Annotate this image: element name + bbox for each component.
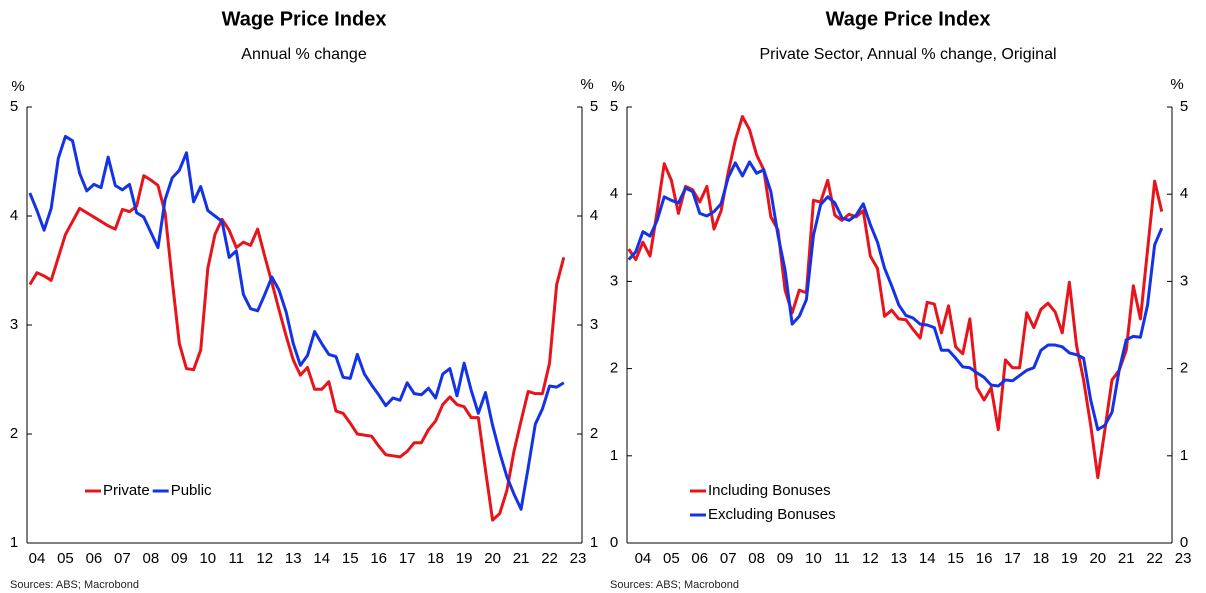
x-tick-label: 09 [171,550,188,567]
line-series [28,174,566,522]
legend-label: Private [103,482,150,499]
x-tick-label: 05 [57,550,74,567]
x-tick-label: 11 [834,550,850,567]
y2-tick-label: 5 [1180,98,1188,115]
x-tick-label: 18 [427,550,444,567]
y2-tick-label: 3 [1180,272,1188,289]
x-tick-label: 05 [663,550,680,567]
y-tick-label: 5 [610,98,618,115]
x-tick-label: 14 [313,550,330,567]
y-tick-label: 2 [10,425,18,442]
y-tick-label: 4 [610,185,618,202]
y2-tick-label: 2 [590,425,598,442]
x-tick-label: 15 [947,550,964,567]
legend-label: Excluding Bonuses [708,506,836,523]
legend-label: Public [171,482,212,499]
x-tick-label: 23 [570,550,587,567]
x-tick-label: 07 [114,550,131,567]
chart-subtitle: Annual % change [241,46,367,63]
x-tick-label: 22 [541,550,558,567]
y-axis-label: % [11,78,24,95]
x-tick-label: 17 [399,550,416,567]
x-tick-label: 22 [1146,550,1163,567]
x-tick-label: 18 [1033,550,1050,567]
y2-tick-label: 2 [1180,360,1188,377]
x-tick-label: 23 [1175,550,1192,567]
x-tick-label: 13 [285,550,302,567]
x-tick-label: 12 [256,550,273,567]
source: Sources: ABS; Macrobond [610,579,739,591]
x-tick-label: 08 [143,550,160,567]
x-tick-label: 20 [484,550,501,567]
y-tick-label: 3 [10,316,18,333]
x-tick-label: 19 [456,550,473,567]
x-tick-label: 12 [862,550,879,567]
x-tick-label: 20 [1089,550,1106,567]
y-tick-label: 1 [10,534,18,551]
x-tick-label: 06 [86,550,103,567]
line-series [28,134,565,511]
y2-tick-label: 1 [590,534,598,551]
y-tick-label: 2 [610,360,618,377]
x-tick-label: 15 [342,550,359,567]
line-series [627,160,1164,432]
x-tick-label: 16 [976,550,993,567]
x-tick-label: 11 [229,550,245,567]
x-tick-label: 17 [1004,550,1021,567]
x-tick-label: 10 [199,550,216,567]
x-tick-label: 04 [29,550,46,567]
y-tick-label: 5 [10,98,18,115]
chart-subtitle: Private Sector, Annual % change, Origina… [759,46,1056,63]
x-tick-label: 21 [513,550,530,567]
x-tick-label: 07 [720,550,737,567]
chart-title: Wage Price Index [826,8,991,30]
y-tick-label: 0 [610,534,618,551]
x-tick-label: 21 [1118,550,1135,567]
chart-title: Wage Price Index [222,8,387,30]
y2-tick-label: 5 [590,98,598,115]
x-tick-label: 19 [1061,550,1078,567]
y2-tick-label: 3 [590,316,598,333]
x-tick-label: 04 [635,550,652,567]
y2-tick-label: 1 [1180,447,1188,464]
x-tick-label: 14 [919,550,936,567]
x-tick-label: 13 [890,550,907,567]
y2-axis-label: % [1170,76,1183,93]
legend-label: Including Bonuses [708,482,831,499]
x-tick-label: 10 [805,550,822,567]
line-series [627,115,1164,480]
x-tick-label: 16 [370,550,387,567]
y2-tick-label: 4 [590,207,598,224]
y2-tick-label: 0 [1180,534,1188,551]
y-axis-label: % [611,78,624,95]
y-tick-label: 1 [610,447,618,464]
y2-tick-label: 4 [1180,185,1188,202]
x-tick-label: 09 [777,550,794,567]
y-tick-label: 4 [10,207,18,224]
x-tick-label: 06 [691,550,708,567]
y2-axis-label: % [580,76,593,93]
y-tick-label: 3 [610,272,618,289]
x-tick-label: 08 [748,550,765,567]
source: Sources: ABS; Macrobond [10,579,139,591]
